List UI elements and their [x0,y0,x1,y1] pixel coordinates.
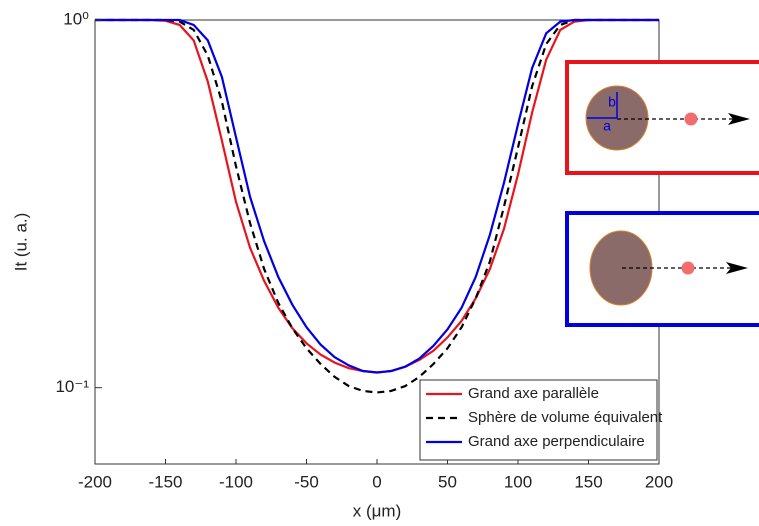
ellipse [589,230,653,306]
legend-label: Grand axe parallèle [468,385,599,402]
x-tick-label: -100 [219,472,253,491]
x-tick-label: 100 [504,472,532,491]
x-tick-label: 200 [645,472,673,491]
x-axis-label: x (μm) [353,501,402,520]
inset-frame [565,211,759,327]
x-tick-label: -50 [294,472,319,491]
inset-frame [565,60,759,175]
series-line [95,18,659,394]
inset-parallel: b a [565,60,759,175]
y-axis-label: It (u. a.) [11,213,30,272]
arrow-head [728,113,750,125]
particle [684,112,698,126]
plot-area [95,18,659,394]
legend-label: Sphère de volume équivalent [468,409,663,426]
x-tick-label: -200 [78,472,112,491]
x-tick-label: 0 [372,472,381,491]
x-tick-label: 150 [574,472,602,491]
arrow-head [726,262,748,274]
legend-label: Grand axe perpendiculaire [468,433,645,450]
inset-perpendicular [565,211,759,327]
label-b: b [608,94,616,110]
particle [681,261,695,275]
x-tick-label: -150 [148,472,182,491]
x-tick-label: 50 [438,472,457,491]
series-line [95,18,659,374]
y-tick-label: 10⁻¹ [55,377,89,396]
label-a: a [603,118,611,134]
y-tick-label: 10⁰ [63,9,89,28]
